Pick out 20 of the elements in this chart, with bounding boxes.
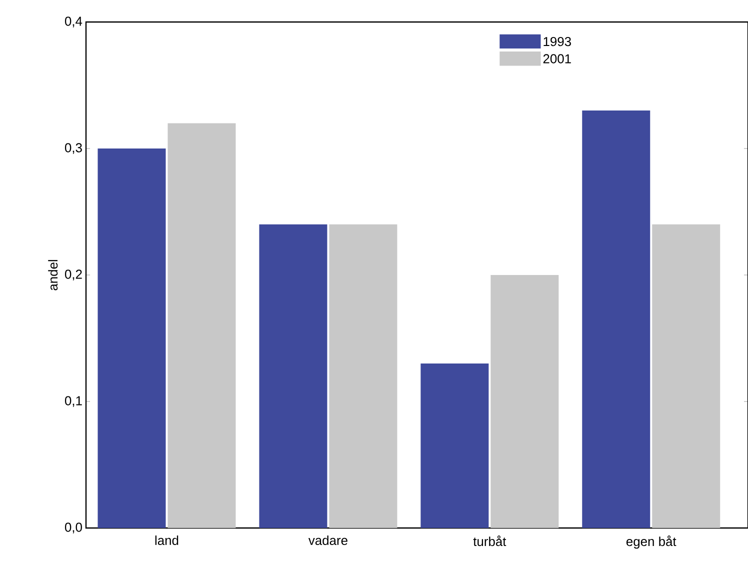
y-axis-title: andel bbox=[48, 260, 58, 290]
bar bbox=[582, 110, 650, 528]
bar bbox=[98, 148, 166, 528]
y-tick-label: 0,4 bbox=[64, 16, 82, 28]
bar bbox=[329, 224, 398, 528]
y-tick-label: 0,0 bbox=[64, 522, 82, 534]
bar bbox=[168, 123, 236, 528]
bar bbox=[259, 224, 328, 528]
bar bbox=[420, 364, 489, 528]
x-tick-label: land bbox=[155, 536, 178, 546]
x-tick-label: turbåt bbox=[473, 536, 506, 546]
y-tick-label: 0,3 bbox=[64, 143, 82, 154]
x-tick-label: egen båt bbox=[626, 536, 676, 549]
bar bbox=[490, 275, 559, 528]
legend-label: 2001 bbox=[543, 54, 571, 64]
legend-label: 1993 bbox=[544, 36, 571, 46]
bar bbox=[652, 224, 720, 528]
x-tick-label: vadare bbox=[308, 536, 348, 546]
y-tick-label: 0,1 bbox=[64, 396, 82, 407]
y-tick-label: 0,2 bbox=[64, 270, 82, 280]
